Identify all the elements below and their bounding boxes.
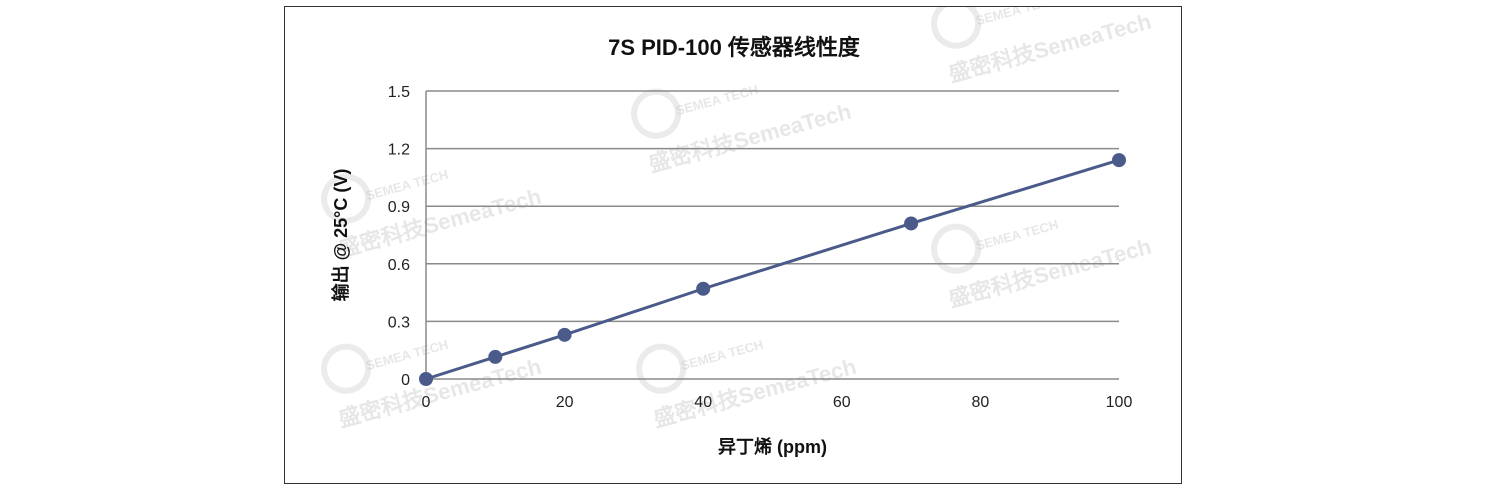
chart-frame: SEMEA TECH 盛密科技SemeaTech SEMEA TECH 盛密科技Sem…: [284, 6, 1182, 484]
y-tick-label: 1.5: [388, 84, 410, 101]
chart-title: 7S PID-100 传感器线性度: [608, 35, 861, 60]
x-tick-label: 80: [972, 394, 990, 411]
watermark-logo-icon: [931, 7, 982, 49]
x-tick-label: 100: [1106, 394, 1133, 411]
series-line: [425, 158, 1120, 381]
watermark-logo-text: SEMEA TECH: [679, 337, 765, 373]
data-point: [1112, 153, 1126, 168]
watermark-logo-text: SEMEA TECH: [364, 167, 450, 203]
watermark-logo-text: SEMEA TECH: [974, 7, 1060, 28]
x-tick-label: 20: [556, 394, 574, 411]
watermark-logo-text: SEMEA TECH: [674, 82, 760, 118]
watermark-logo-icon: [636, 343, 687, 394]
y-tick-label: 0.6: [388, 257, 410, 274]
watermark-logo-text: SEMEA TECH: [364, 337, 450, 373]
x-tick-label: 0: [422, 394, 431, 411]
watermark-logo-icon: [321, 173, 372, 224]
data-point: [557, 327, 572, 342]
data-point: [904, 216, 919, 231]
x-tick-label: 40: [694, 394, 712, 411]
data-point: [488, 349, 503, 364]
data-point: [419, 372, 433, 386]
y-tick-label: 0.9: [388, 199, 410, 216]
data-point: [696, 281, 711, 296]
y-tick-label: 0.3: [388, 314, 410, 331]
watermark-logo-text: SEMEA TECH: [974, 217, 1060, 253]
watermark-logo-icon: [631, 88, 682, 139]
y-axis-label: 输出 @ 25°C (V): [330, 169, 351, 302]
y-tick-label: 0: [401, 372, 410, 389]
x-tick-label: 60: [833, 394, 851, 411]
watermark-logo-icon: [321, 343, 372, 394]
x-axis-label: 异丁烯 (ppm): [718, 436, 827, 457]
watermark-logo-icon: [931, 223, 982, 274]
y-tick-label: 1.2: [388, 142, 410, 159]
